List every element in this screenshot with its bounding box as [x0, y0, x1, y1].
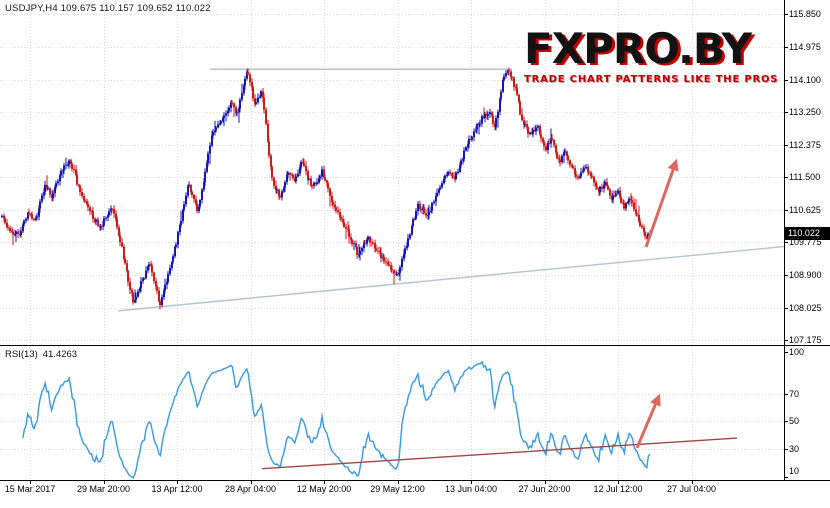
logo-title: FXPRO.BY	[524, 24, 752, 73]
rsi-value: 41.4263	[42, 349, 78, 360]
rsi-indicator-label: RSI(13) 41.4263	[5, 349, 77, 360]
fxpro-logo: FXPRO.BY TRADE CHART PATTERNS LIKE THE P…	[524, 24, 779, 86]
symbol-info: USDJPY,H4 109.675 110.157 109.652 110.02…	[5, 3, 211, 14]
rsi-name: RSI(13)	[5, 349, 38, 360]
current-price-tag: 110.022	[785, 226, 830, 240]
logo-tagline: TRADE CHART PATTERNS LIKE THE PROS	[524, 74, 779, 86]
